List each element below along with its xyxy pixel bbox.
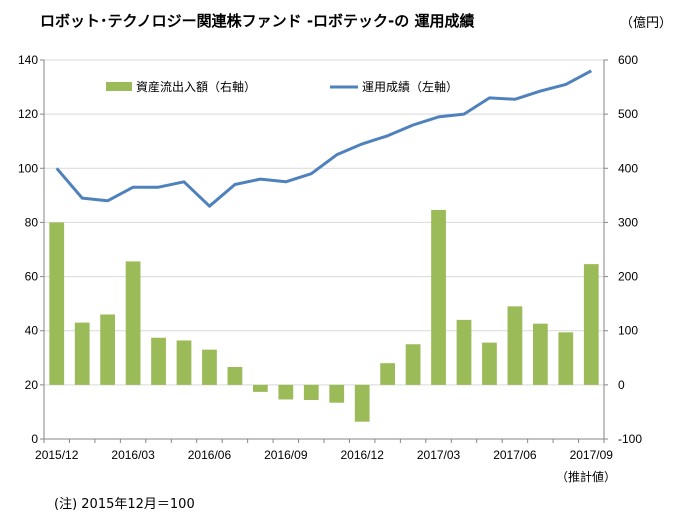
bar (507, 306, 523, 385)
right-tick-label: 200 (618, 270, 638, 284)
bar (456, 319, 472, 385)
bar (380, 363, 396, 385)
bar-series (49, 209, 599, 422)
right-axis-ticks: -100 0 100 200 300 400 500 600 (604, 53, 642, 446)
left-tick-label: 80 (25, 215, 39, 229)
bar (583, 264, 599, 385)
right-tick-label: 300 (618, 215, 638, 229)
x-tick-label: 2017/09 (570, 448, 614, 462)
bar (100, 314, 116, 385)
legend: 資産流出入額（右軸） 運用成績（左軸） (106, 79, 458, 94)
x-tick-label: 2016/06 (188, 448, 232, 462)
left-tick-label: 60 (25, 270, 39, 284)
chart-title: ロボット･テクノロジー関連株ファンド -ロボテック-の 運用成績 (40, 12, 475, 30)
bar (202, 349, 217, 385)
bar (151, 337, 166, 385)
x-tick-label: 2016/12 (340, 448, 384, 462)
bar (176, 340, 192, 385)
bar (482, 342, 497, 385)
bar (278, 384, 294, 400)
bar (252, 384, 268, 392)
bar (74, 322, 90, 385)
line-series (55, 69, 593, 208)
x-tick-label: 2017/06 (493, 448, 537, 462)
bar (354, 384, 370, 422)
estimate-label: （推計値） (556, 469, 616, 484)
left-tick-label: 0 (31, 432, 38, 446)
left-tick-label: 20 (25, 378, 39, 392)
bar (49, 222, 65, 385)
right-tick-label: 400 (618, 161, 638, 175)
right-tick-label: 0 (618, 378, 625, 392)
bar (329, 384, 345, 403)
left-axis-ticks: 0 20 40 60 80 100 120 140 (18, 53, 44, 446)
bar (125, 261, 141, 385)
bar (558, 332, 574, 385)
bar (431, 209, 446, 385)
right-tick-label: 600 (618, 53, 638, 67)
footnote: (注) 2015年12月＝100 (54, 497, 195, 512)
x-tick-label: 2016/09 (264, 448, 308, 462)
left-tick-label: 120 (18, 107, 38, 121)
x-tick-label: 2017/03 (417, 448, 461, 462)
bar (227, 366, 243, 385)
left-tick-label: 40 (25, 324, 39, 338)
legend-line-label: 運用成績（左軸） (362, 79, 458, 94)
right-tick-label: 500 (618, 107, 638, 121)
right-tick-label: 100 (618, 324, 638, 338)
right-tick-label: -100 (618, 432, 642, 446)
x-tick-label: 2016/03 (111, 448, 155, 462)
bar (303, 384, 319, 401)
left-tick-label: 100 (18, 161, 38, 175)
legend-bar-swatch (106, 82, 132, 91)
left-tick-label: 140 (18, 53, 38, 67)
x-axis-ticks: 2015/12 2016/03 2016/06 2016/09 2016/12 2017/… (35, 439, 613, 462)
legend-bar-label: 資産流出入額（右軸） (136, 79, 256, 94)
right-axis-unit-label: （億円） (620, 15, 672, 31)
bar (405, 344, 421, 385)
x-tick-label: 2015/12 (35, 448, 79, 462)
bar (532, 323, 548, 385)
